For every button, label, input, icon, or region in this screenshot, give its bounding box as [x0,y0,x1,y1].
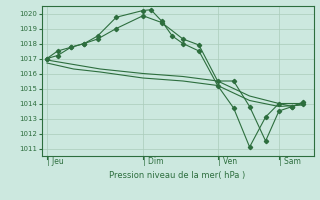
X-axis label: Pression niveau de la mer( hPa ): Pression niveau de la mer( hPa ) [109,171,246,180]
